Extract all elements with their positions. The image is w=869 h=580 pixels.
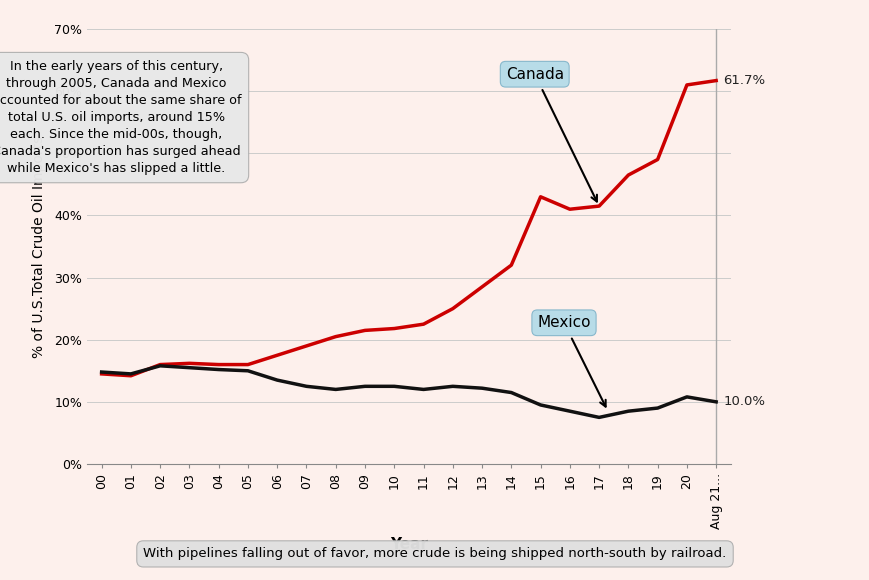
Text: 61.7%: 61.7% <box>722 74 765 87</box>
Text: 10.0%: 10.0% <box>722 396 764 408</box>
Text: In the early years of this century,
through 2005, Canada and Mexico
accounted fo: In the early years of this century, thro… <box>0 60 241 175</box>
Text: With pipelines falling out of favor, more crude is being shipped north-south by : With pipelines falling out of favor, mor… <box>143 548 726 560</box>
Text: Mexico: Mexico <box>537 316 605 407</box>
X-axis label: Year: Year <box>389 538 428 553</box>
Y-axis label: % of U.S.Total Crude Oil Imports: % of U.S.Total Crude Oil Imports <box>32 135 46 358</box>
Text: Canada: Canada <box>505 67 596 201</box>
